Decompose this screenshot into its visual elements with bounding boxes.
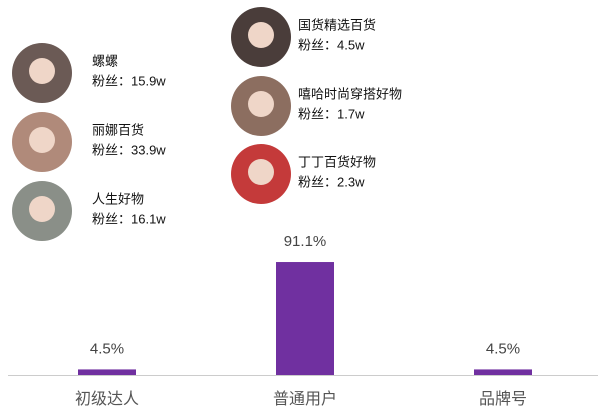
bar	[78, 369, 136, 375]
profile-name: 嘻哈时尚穿搭好物	[298, 86, 402, 101]
profile-name: 丽娜百货	[92, 122, 144, 137]
profile-fans: 粉丝：1.7w	[298, 106, 365, 121]
profile-fans: 粉丝：33.9w	[92, 142, 166, 157]
x-tick-label: 普通用户	[273, 390, 337, 408]
profile-name: 螺螺	[92, 53, 118, 68]
avatar-face	[248, 22, 274, 48]
profile-name: 国货精选百货	[298, 17, 376, 32]
avatar-face	[248, 159, 274, 185]
bar	[276, 262, 334, 375]
profile-fans: 粉丝：2.3w	[298, 174, 365, 189]
bar	[474, 369, 532, 375]
x-tick-label: 初级达人	[75, 390, 139, 408]
avatar-face	[29, 58, 55, 84]
profile-name: 人生好物	[92, 191, 144, 206]
avatar-face	[29, 196, 55, 222]
profile-fans: 粉丝：4.5w	[298, 37, 365, 52]
profile-name: 丁丁百货好物	[298, 154, 376, 169]
avatar-face	[248, 91, 274, 117]
value-label: 4.5%	[90, 340, 124, 357]
value-label: 4.5%	[486, 340, 520, 357]
avatar-face	[29, 127, 55, 153]
profile-fans: 粉丝：15.9w	[92, 73, 166, 88]
value-label: 91.1%	[284, 233, 327, 250]
profile-fans: 粉丝：16.1w	[92, 211, 166, 226]
x-tick-label: 品牌号	[479, 390, 527, 408]
